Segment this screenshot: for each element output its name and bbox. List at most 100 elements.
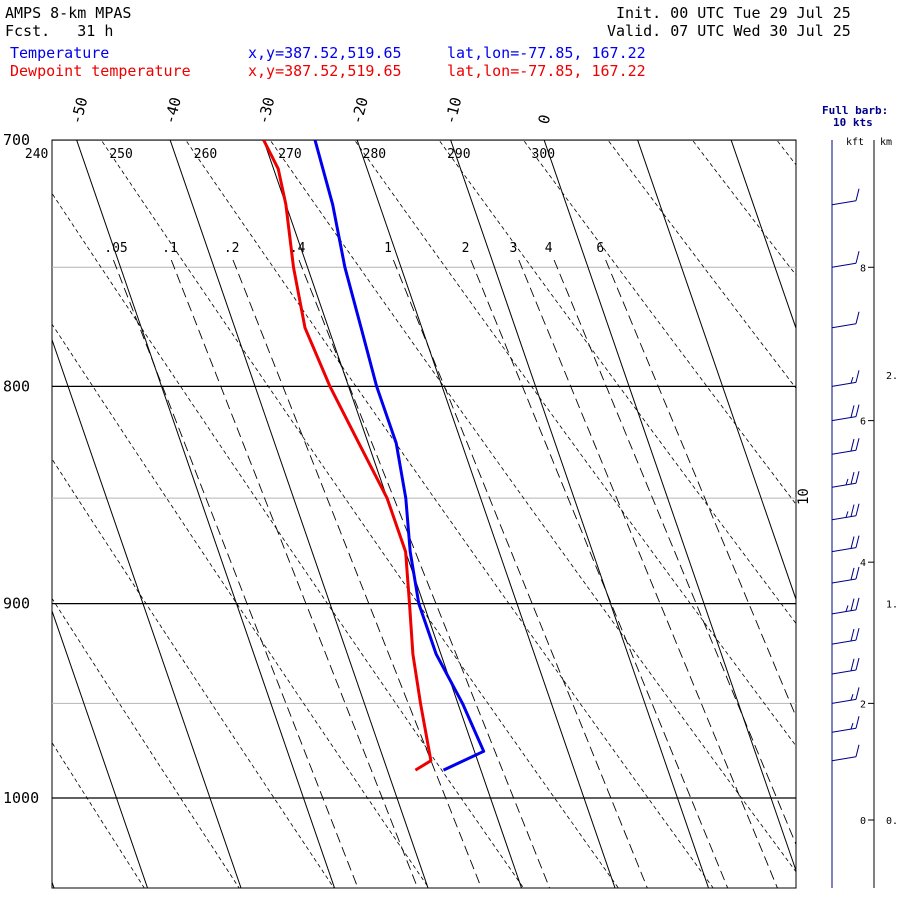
height-kft-label: 2 (860, 699, 866, 710)
dewpoint-xy: x,y=387.52,519.65 (248, 62, 402, 80)
isotherm-line (52, 338, 242, 888)
wind-barb (831, 438, 860, 455)
mixing-ratio-line (298, 259, 551, 888)
mixing-ratio-line (112, 259, 359, 888)
barb-legend-line1: Full barb: (822, 104, 888, 117)
isotherm-line (818, 120, 900, 900)
dry-adiabat-line (269, 140, 796, 873)
wind-barb (831, 311, 860, 329)
mixing-ratio-line (170, 259, 419, 888)
mixing-ratio-label: .1 (162, 241, 178, 256)
pressure-tick-label: 1000 (3, 789, 39, 807)
dry-adiabat-label: 240 (25, 147, 48, 162)
dewpoint-latlon: lat,lon=-77.85, 167.22 (447, 62, 646, 80)
isotherm-line (52, 609, 149, 888)
height-kft-label: 4 (860, 558, 866, 569)
isotherm-line (637, 140, 796, 601)
temperature-tick-label: -30 (254, 95, 278, 126)
height-kft-label: 8 (860, 263, 866, 274)
height-km-label: 1. (886, 600, 898, 611)
mixing-ratio-label: 6 (596, 241, 604, 256)
dry-adiabat-label: 270 (278, 147, 301, 162)
mixing-ratio-label: 3 (510, 241, 518, 256)
mixing-ratio-line (553, 259, 796, 846)
dry-adiabat-line (52, 597, 240, 888)
dewpoint-legend-label: Dewpoint temperature (10, 62, 191, 80)
wind-barb (831, 404, 860, 422)
km-axis-label: km (880, 137, 892, 148)
temperature-xy: x,y=387.52,519.65 (248, 44, 402, 62)
wind-barb (831, 628, 860, 645)
mixing-ratio-label: .2 (224, 241, 240, 256)
pressure-tick-label: 900 (3, 595, 30, 613)
dry-adiabat-line (776, 140, 796, 166)
height-kft-label: 0 (860, 816, 866, 827)
dry-adiabat-line (52, 741, 145, 888)
dry-adiabat-line (100, 140, 619, 888)
wind-barb (831, 503, 860, 521)
isotherm-line (730, 140, 796, 330)
isotherm-line (543, 140, 796, 873)
isotherm-line (356, 140, 616, 888)
mixing-ratio-line (605, 259, 796, 718)
temperature-tick-label: -40 (161, 95, 185, 126)
dry-adiabat-line (853, 130, 900, 898)
mixing-ratio-line (392, 259, 648, 888)
mixing-ratio-label: .05 (104, 241, 127, 256)
height-kft-label: 6 (860, 417, 866, 428)
init-time: Init. 00 UTC Tue 29 Jul 25 (616, 4, 851, 22)
dry-adiabat-label: 280 (363, 147, 386, 162)
temperature-tick-label: -10 (441, 95, 465, 126)
dry-adiabat-line (354, 140, 796, 747)
wind-barb (831, 744, 860, 762)
dry-adiabat-line (185, 140, 714, 888)
dry-adiabat-line (52, 323, 430, 888)
pressure-tick-label: 800 (3, 377, 30, 395)
isotherm-line (450, 140, 710, 888)
dry-adiabat-line (438, 140, 796, 625)
dry-adiabat-line (0, 130, 56, 898)
wind-barb (831, 687, 860, 704)
mixing-ratio-line (232, 259, 482, 888)
mixing-ratio-line (518, 259, 778, 888)
wind-barb (831, 370, 860, 387)
temperature-latlon: lat,lon=-77.85, 167.22 (447, 44, 646, 62)
dry-adiabat-line (607, 140, 796, 389)
model-title: AMPS 8-km MPAS (5, 4, 132, 22)
dewpoint-profile-line (262, 140, 433, 772)
wind-barb (831, 657, 860, 675)
dry-adiabat-line (691, 140, 796, 276)
extra-axis-label: 10 (796, 488, 812, 505)
temperature-profile-line (313, 140, 486, 772)
forecast-hour: Fcst. 31 h (5, 22, 114, 40)
dry-adiabat-label: 300 (532, 147, 555, 162)
pressure-tick-label: 700 (3, 131, 30, 149)
valid-time: Valid. 07 UTC Wed 30 Jul 25 (607, 22, 851, 40)
dry-adiabat-line (522, 140, 796, 505)
mixing-ratio-label: .4 (290, 241, 306, 256)
wind-barb (831, 188, 860, 206)
height-km-label: 2. (886, 371, 898, 382)
isotherm-line (169, 140, 429, 888)
dry-adiabat-label: 250 (109, 147, 132, 162)
temperature-tick-label: -20 (348, 95, 372, 126)
wind-barb (831, 471, 860, 488)
mixing-ratio-label: 2 (462, 241, 470, 256)
kft-axis-label: kft (846, 137, 864, 148)
dry-adiabat-label: 290 (447, 147, 470, 162)
mixing-ratio-label: 4 (545, 241, 553, 256)
wind-barb (831, 251, 860, 268)
dry-adiabat-label: 260 (194, 147, 217, 162)
wind-barb (831, 597, 860, 615)
temperature-tick-label: -50 (67, 95, 91, 126)
isotherm-line (76, 140, 336, 888)
wind-barb (831, 535, 860, 553)
mixing-ratio-line (470, 259, 729, 888)
temperature-legend-label: Temperature (10, 44, 110, 62)
temperature-tick-label: 0 (535, 113, 555, 126)
height-km-label: 0. (886, 816, 898, 827)
wind-barb (831, 716, 860, 733)
dry-adiabat-line (52, 192, 525, 888)
wind-barb (831, 566, 860, 584)
